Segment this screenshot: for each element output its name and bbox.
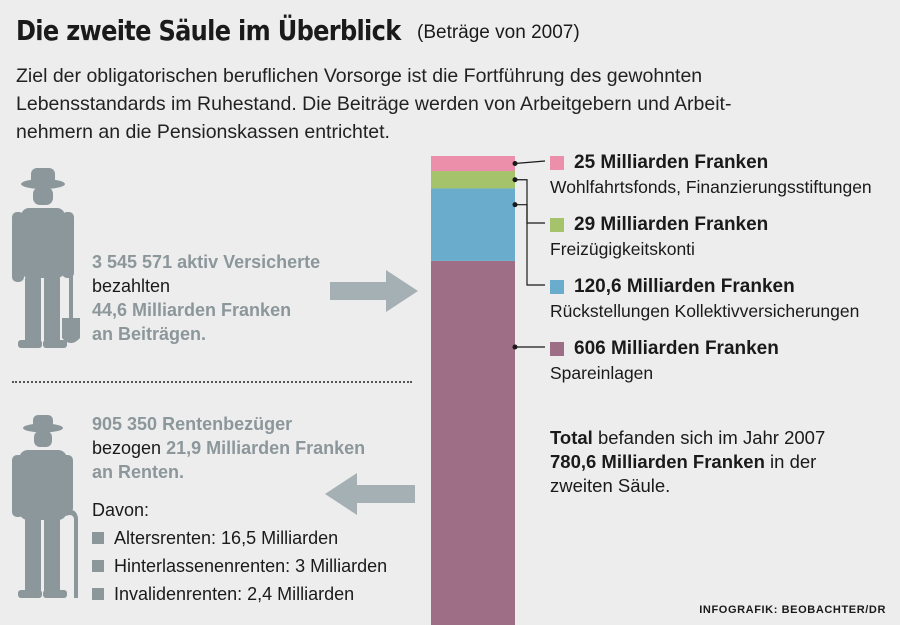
stacked-bar — [431, 156, 515, 625]
total-amount: 780,6 Milliarden Franken — [550, 451, 765, 472]
callout-spareinlagen: 606 Milliarden Franken Spareinlagen — [550, 338, 779, 384]
chart-title: Die zweite Säule im Überblick — [16, 14, 401, 47]
source-credit: INFOGRAFIK: BEOBACHTER/DR — [699, 604, 886, 616]
retirees-amount: 21,9 Milliarden Franken — [166, 438, 366, 458]
connector-line — [515, 179, 545, 224]
insured-verb: bezahlten — [92, 276, 171, 296]
legend-swatch — [550, 156, 564, 170]
worker-figure-icon — [12, 168, 80, 348]
series-value-label: 606 Milliarden Franken — [574, 338, 779, 359]
retirees-suffix: an Renten. — [92, 462, 185, 482]
series-name: Wohlfahrtsfonds, Finanzierungsstiftungen — [550, 177, 872, 197]
pension-breakdown: Davon: Altersrenten: 16,5 Milliarden Hin… — [92, 496, 387, 608]
bar-segment-freizügigkeitskonti — [431, 171, 515, 189]
connector-line — [514, 160, 546, 165]
series-value-label: 25 Milliarden Franken — [574, 152, 769, 173]
connector-dot — [512, 202, 518, 208]
breakdown-item: Invalidenrenten: 2,4 Milliarden — [92, 580, 387, 608]
intro-line: Lebensstandards im Ruhestand. Die Beiträ… — [16, 93, 732, 115]
breakdown-item: Altersrenten: 16,5 Milliarden — [92, 524, 387, 552]
callout-freizuegigkeit: 29 Milliarden Franken Freizügigkeitskont… — [550, 214, 768, 260]
chart-subtitle: (Beträge von 2007) — [417, 22, 580, 43]
retirees-verb: bezogen — [92, 438, 162, 458]
dotted-divider — [12, 381, 412, 383]
series-value-label: 120,6 Milliarden Franken — [574, 276, 795, 297]
insured-count: 3 545 571 aktiv Versicherte — [92, 252, 321, 272]
series-name: Spareinlagen — [550, 363, 654, 383]
connector-dot — [512, 344, 518, 350]
insured-suffix: an Beiträgen. — [92, 324, 207, 344]
retirees-line2: bezogen 21,9 Milliarden Franken — [92, 436, 365, 460]
series-name: Rückstellungen Kollektivversicherungen — [550, 301, 860, 321]
legend-swatch — [550, 280, 564, 294]
callout-connectors — [512, 160, 546, 350]
retirees-count: 905 350 Rentenbezüger — [92, 414, 293, 434]
bar-segment-spareinlagen — [431, 260, 515, 625]
legend-swatch — [550, 342, 564, 356]
arrow-right-icon — [330, 270, 418, 312]
insured-info: 3 545 571 aktiv Versicherte bezahlten 44… — [92, 250, 320, 346]
bullet-square-icon — [92, 588, 104, 600]
bullet-square-icon — [92, 532, 104, 544]
arrow-left-icon — [325, 473, 415, 515]
breakdown-item: Hinterlassenenrenten: 3 Milliarden — [92, 552, 387, 580]
intro-line: nehmern an die Pensionskassen entrichtet… — [16, 121, 390, 143]
intro-line: Ziel der obligatorischen beruflichen Vor… — [16, 65, 703, 87]
davon-label: Davon: — [92, 499, 150, 520]
connector-dot — [512, 161, 518, 167]
series-name: Freizügigkeitskonti — [550, 239, 695, 259]
intro-text: Ziel der obligatorischen beruflichen Vor… — [16, 62, 896, 146]
total-label: Total — [550, 427, 593, 448]
total-text: Total befanden sich im Jahr 2007 780,6 M… — [550, 427, 826, 496]
bullet-square-icon — [92, 560, 104, 572]
legend-swatch — [550, 218, 564, 232]
callout-rueckstellungen: 120,6 Milliarden Franken Rückstellungen … — [550, 276, 859, 322]
connector-dot — [512, 177, 518, 183]
retiree-figure-icon — [12, 415, 78, 598]
bar-segment-wohlfahrtsfonds-finanzierungsstiftungen — [431, 156, 515, 172]
insured-amount: 44,6 Milliarden Franken — [92, 300, 292, 320]
bar-segment-rückstellungen-kollektivversicherungen — [431, 188, 515, 261]
connector-line — [515, 204, 545, 286]
series-value-label: 29 Milliarden Franken — [574, 214, 769, 235]
retirees-info: 905 350 Rentenbezüger bezogen 21,9 Milli… — [92, 412, 365, 484]
callout-wohlfahrtsfonds: 25 Milliarden Franken Wohlfahrtsfonds, F… — [550, 152, 872, 198]
